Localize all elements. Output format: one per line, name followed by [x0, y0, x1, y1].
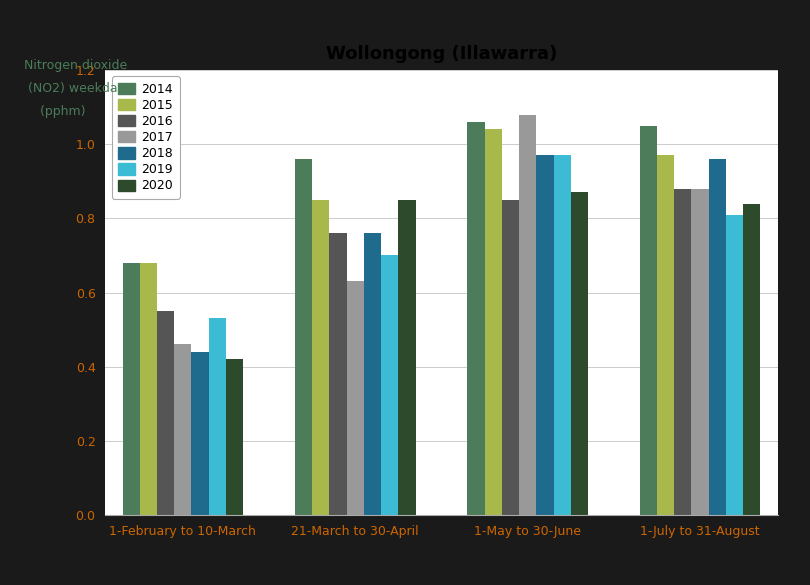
Bar: [657, 156, 674, 515]
Bar: [501, 200, 519, 515]
Bar: [157, 311, 174, 515]
Bar: [674, 189, 692, 515]
Bar: [330, 233, 347, 515]
Bar: [709, 159, 726, 515]
Bar: [519, 115, 536, 515]
Title: Wollongong (Illawarra): Wollongong (Illawarra): [326, 45, 557, 63]
Bar: [312, 200, 330, 515]
Bar: [536, 156, 553, 515]
Bar: [743, 204, 761, 515]
Bar: [640, 126, 657, 515]
Bar: [467, 122, 484, 515]
Bar: [399, 200, 416, 515]
Legend: 2014, 2015, 2016, 2017, 2018, 2019, 2020: 2014, 2015, 2016, 2017, 2018, 2019, 2020: [112, 77, 180, 199]
Text: (NO2) weekday: (NO2) weekday: [24, 82, 126, 95]
Bar: [209, 318, 226, 515]
Bar: [140, 263, 157, 515]
Bar: [571, 192, 588, 515]
Text: (pphm): (pphm): [24, 105, 86, 118]
Bar: [484, 129, 501, 515]
Bar: [692, 189, 709, 515]
Bar: [226, 359, 243, 515]
Text: Nitrogen dioxide: Nitrogen dioxide: [24, 58, 127, 71]
Bar: [122, 263, 140, 515]
Bar: [191, 352, 209, 515]
Bar: [347, 281, 364, 515]
Bar: [295, 159, 312, 515]
Bar: [726, 215, 743, 515]
Bar: [382, 256, 399, 515]
Bar: [364, 233, 382, 515]
Bar: [174, 345, 191, 515]
Bar: [553, 156, 571, 515]
